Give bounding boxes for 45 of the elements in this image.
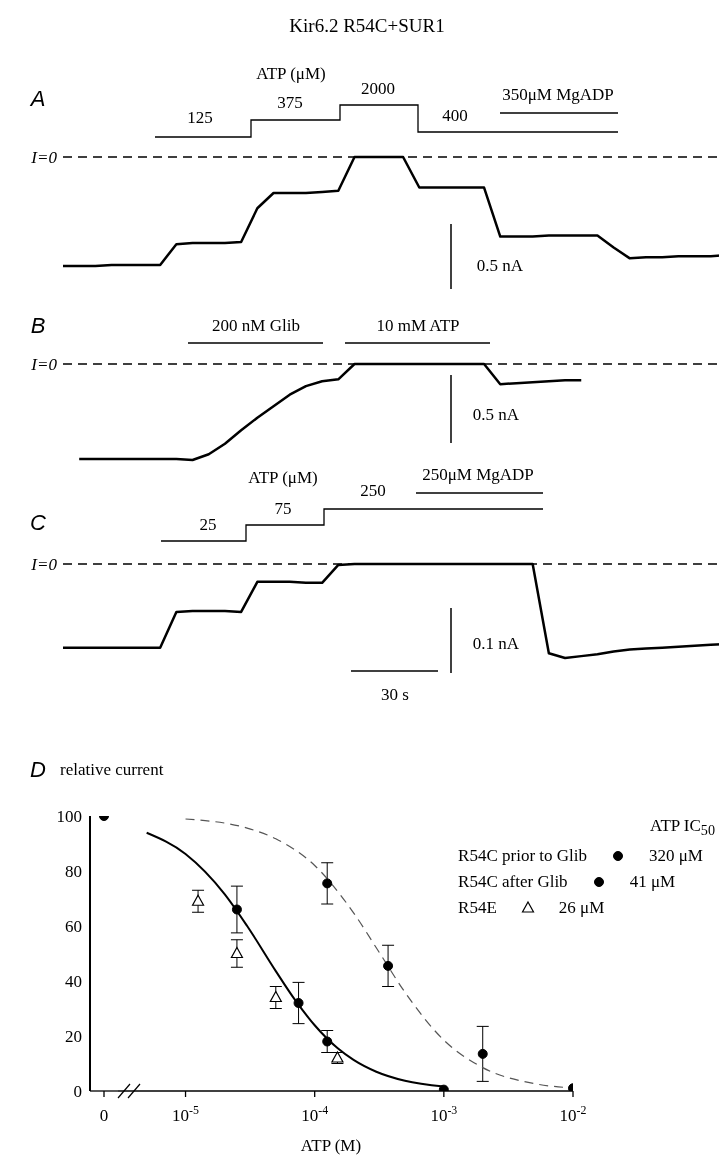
x-tick-label: 10$^{-4}$	[301, 1103, 329, 1125]
text: 41 μM	[629, 872, 677, 893]
x-tick-label: 0	[99, 1106, 109, 1125]
text: 75	[274, 499, 292, 519]
text: 375	[277, 93, 303, 113]
y-tick-label: 100	[56, 807, 82, 827]
text: 25	[199, 515, 217, 535]
text: 125	[187, 108, 213, 128]
y-axis-title: relative current	[60, 760, 164, 780]
ref-line-label: I=0	[30, 355, 58, 374]
legend-label: R54C prior to Glib	[458, 846, 587, 867]
text: 200 nM Glib	[212, 316, 300, 336]
x-tick-label: 10$^{-2}$	[559, 1103, 587, 1125]
text: 30 s	[381, 685, 409, 705]
text: ATP (μM)	[248, 468, 318, 488]
annotation: 0.1 nA	[472, 634, 520, 654]
chart-title: C	[30, 510, 46, 536]
ref-line-label: I=0	[30, 555, 58, 574]
y-tick-label: 40	[65, 972, 82, 992]
y-tick-label: 0	[73, 1082, 82, 1102]
y-tick-label: 60	[65, 917, 82, 937]
text: 350μM MgADP	[502, 85, 614, 105]
chart-subtitle: A	[30, 86, 46, 112]
x-tick-label: 10$^{-5}$	[172, 1103, 200, 1125]
text: ATP (μM)	[256, 64, 326, 84]
annotation: 0.5 nA	[472, 405, 520, 425]
chart-title: Kir6.2 R54C+SUR1	[289, 15, 445, 37]
ref-line-label: I=0	[30, 148, 58, 167]
y-tick-label: 20	[65, 1027, 82, 1047]
legend-label: R54C after Glib	[458, 872, 568, 893]
x-tick-label: 10$^{-3}$	[430, 1103, 458, 1125]
chart-title: B	[30, 313, 46, 339]
text: 250	[360, 481, 386, 501]
annotation: 26 μM	[558, 898, 606, 919]
text: 320 μM	[649, 846, 704, 867]
x-axis-title: ATP (M)	[300, 1136, 362, 1156]
text: 2000	[361, 79, 395, 99]
legend-title: ATP IC$_{50}$	[649, 816, 716, 840]
annotation: 0.5 nA	[476, 256, 524, 276]
chart-title: D	[30, 757, 46, 783]
y-tick-label: 80	[65, 862, 82, 882]
text: 10 mM ATP	[376, 316, 460, 336]
text: 400	[442, 106, 468, 126]
text: 250μM MgADP	[422, 465, 534, 485]
legend-label: R54E	[458, 898, 497, 919]
